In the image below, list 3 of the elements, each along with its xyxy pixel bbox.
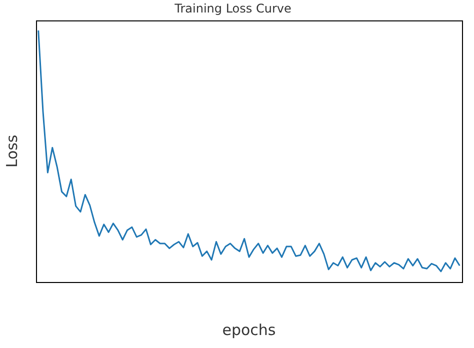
y-axis-title: Loss	[2, 134, 21, 168]
x-axis-title: epochs	[222, 320, 276, 339]
chart-title: Training Loss Curve	[174, 1, 292, 16]
